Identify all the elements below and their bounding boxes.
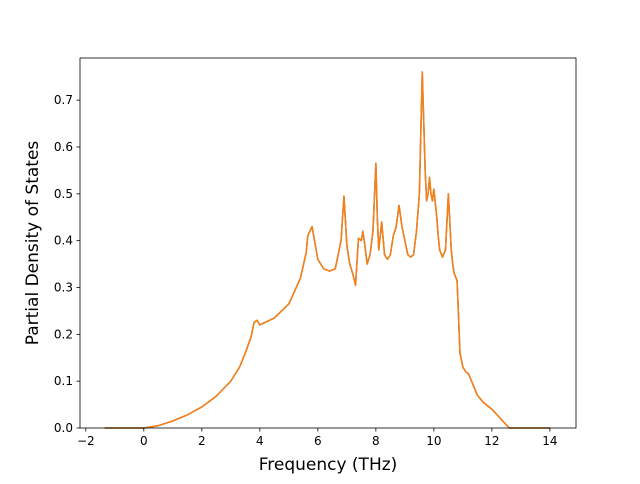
y-axis-label: Partial Density of States [23,141,43,346]
y-tick-label: 0.7 [54,93,73,107]
x-tick-label: 6 [314,434,322,448]
y-tick-label: 0.1 [54,374,73,388]
pdos-line-0 [104,71,550,429]
x-tick-label: 12 [484,434,499,448]
axes-frame [79,57,577,429]
x-tick-label: 14 [542,434,557,448]
x-axis-label: Frequency (THz) [259,455,398,475]
y-tick-label: 0.2 [54,327,73,341]
x-axis-ticks: −2 0 2 4 6 8 10 12 14 [77,428,558,448]
x-tick-label: 4 [256,434,264,448]
y-tick-label: 0.6 [54,140,73,154]
x-tick-label: 10 [426,434,441,448]
y-tick-label: 0.4 [54,234,73,248]
y-axis-ticks: 0.0 0.1 0.2 0.3 0.4 0.5 0.6 0.7 [54,93,80,435]
y-tick-label: 0.0 [54,421,73,435]
y-tick-label: 0.3 [54,280,73,294]
x-tick-label: 2 [198,434,206,448]
series-layer [104,71,550,429]
x-tick-label: 8 [372,434,380,448]
y-tick-label: 0.5 [54,187,73,201]
x-tick-label: −2 [77,434,95,448]
x-tick-label: 0 [140,434,148,448]
